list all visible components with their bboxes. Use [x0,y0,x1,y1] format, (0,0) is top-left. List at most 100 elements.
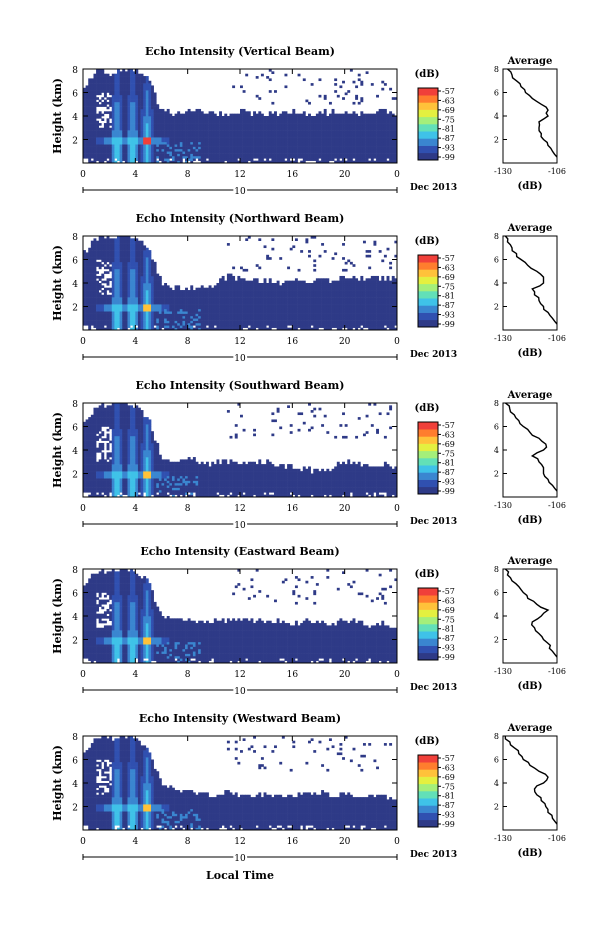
heatmap-cell [211,155,215,159]
heatmap-cell [315,123,319,126]
heatmap-cell [365,151,369,154]
heatmap-cell [250,130,254,133]
heatmap-cell [310,123,314,126]
heatmap-cell [240,146,243,150]
heatmap-cell [211,144,215,147]
heatmap-cell [156,273,160,277]
heatmap-cell [195,113,199,117]
heatmap-cell [88,116,92,119]
heatmap-cell [258,287,262,291]
heatmap-cell [268,308,272,312]
heatmap-cell [109,151,113,154]
heatmap-cell [234,137,238,140]
heatmap-cell [229,123,233,126]
heatmap-cell [106,306,110,310]
heatmap-cell [250,120,254,124]
heatmap-cell [114,92,118,96]
heatmap-cell [151,268,154,272]
heatmap-cell [166,315,170,319]
heatmap-cell [208,113,212,117]
heatmap-cell [90,266,94,270]
heatmap-cell [310,125,314,129]
heatmap-cell [370,127,374,131]
heatmap-cell [130,283,134,286]
heatmap-cell [103,73,107,77]
heatmap-cell [326,134,330,138]
heatmap-cell [153,304,157,307]
heatmap-cell [158,139,162,143]
heatmap-cell [85,285,89,288]
heatmap-cell [96,283,99,286]
heatmap-cell [132,144,136,147]
heatmap-cell [135,155,139,159]
heatmap-cell [203,148,207,152]
heatmap-cell [135,280,139,284]
heatmap-cell [391,141,395,145]
heatmap-cell [158,299,162,303]
heatmap-cell [205,320,209,324]
heatmap-cell [106,250,110,253]
heatmap-cell [268,120,272,124]
heatmap-cell [344,123,348,126]
heatmap-cell [271,322,275,326]
heatmap-cell [93,264,97,267]
heatmap-cell [386,155,390,159]
heatmap-cell [164,283,168,286]
heatmap-cell [90,160,94,164]
heatmap-cell [148,304,152,307]
heatmap-cell [171,306,175,310]
heatmap-cell [268,144,272,147]
heatmap-cell [373,160,377,164]
heatmap-cell [135,158,139,161]
heatmap-cell [127,280,131,284]
heatmap-cell [137,120,141,124]
heatmap-cell [279,155,283,159]
heatmap-cell [83,250,86,253]
heatmap-cell [132,257,136,260]
heatmap-cell [103,247,107,251]
heatmap-cell [360,137,364,140]
heatmap-cell [177,146,181,150]
heatmap-cell [362,153,366,157]
heatmap-cell [352,123,356,126]
heatmap-cell [328,113,332,117]
heatmap-cell [219,315,222,319]
heatmap-cell [90,278,94,281]
heatmap-cell [376,155,379,159]
heatmap-cell [344,153,348,157]
heatmap-cell [229,148,233,152]
heatmap-cell [101,252,105,256]
heatmap-cell [127,311,131,314]
heatmap-cell [349,139,353,143]
heatmap-cell [137,90,141,93]
heatmap-cell [216,283,220,286]
heatmap-cell [98,304,102,307]
heatmap-cell [127,87,131,91]
heatmap-cell [140,76,144,79]
heatmap-cell [255,134,259,138]
heatmap-cell [271,155,275,159]
heatmap-cell [187,118,191,121]
heatmap-cell [88,287,92,291]
heatmap-cell [135,238,139,241]
heatmap-cell [90,280,94,284]
heatmap-cell [109,278,113,281]
heatmap-cell [93,275,97,279]
heatmap-cell [85,153,89,157]
heatmap-cell [258,301,262,305]
heatmap-cell [130,80,134,84]
heatmap-cell [253,278,256,281]
heatmap-cell [101,311,105,314]
heatmap-cell [106,257,110,260]
heatmap-cell [260,285,264,288]
heatmap-cell [208,144,212,147]
heatmap-cell [127,85,131,89]
heatmap-cell [88,137,92,140]
heatmap-cell [124,120,128,124]
heatmap-cell [305,116,309,119]
heatmap-cell [198,116,202,119]
heatmap-cell [148,134,152,138]
heatmap-cell [247,280,251,284]
heatmap-cell [106,153,110,157]
heatmap-cell [130,130,134,133]
